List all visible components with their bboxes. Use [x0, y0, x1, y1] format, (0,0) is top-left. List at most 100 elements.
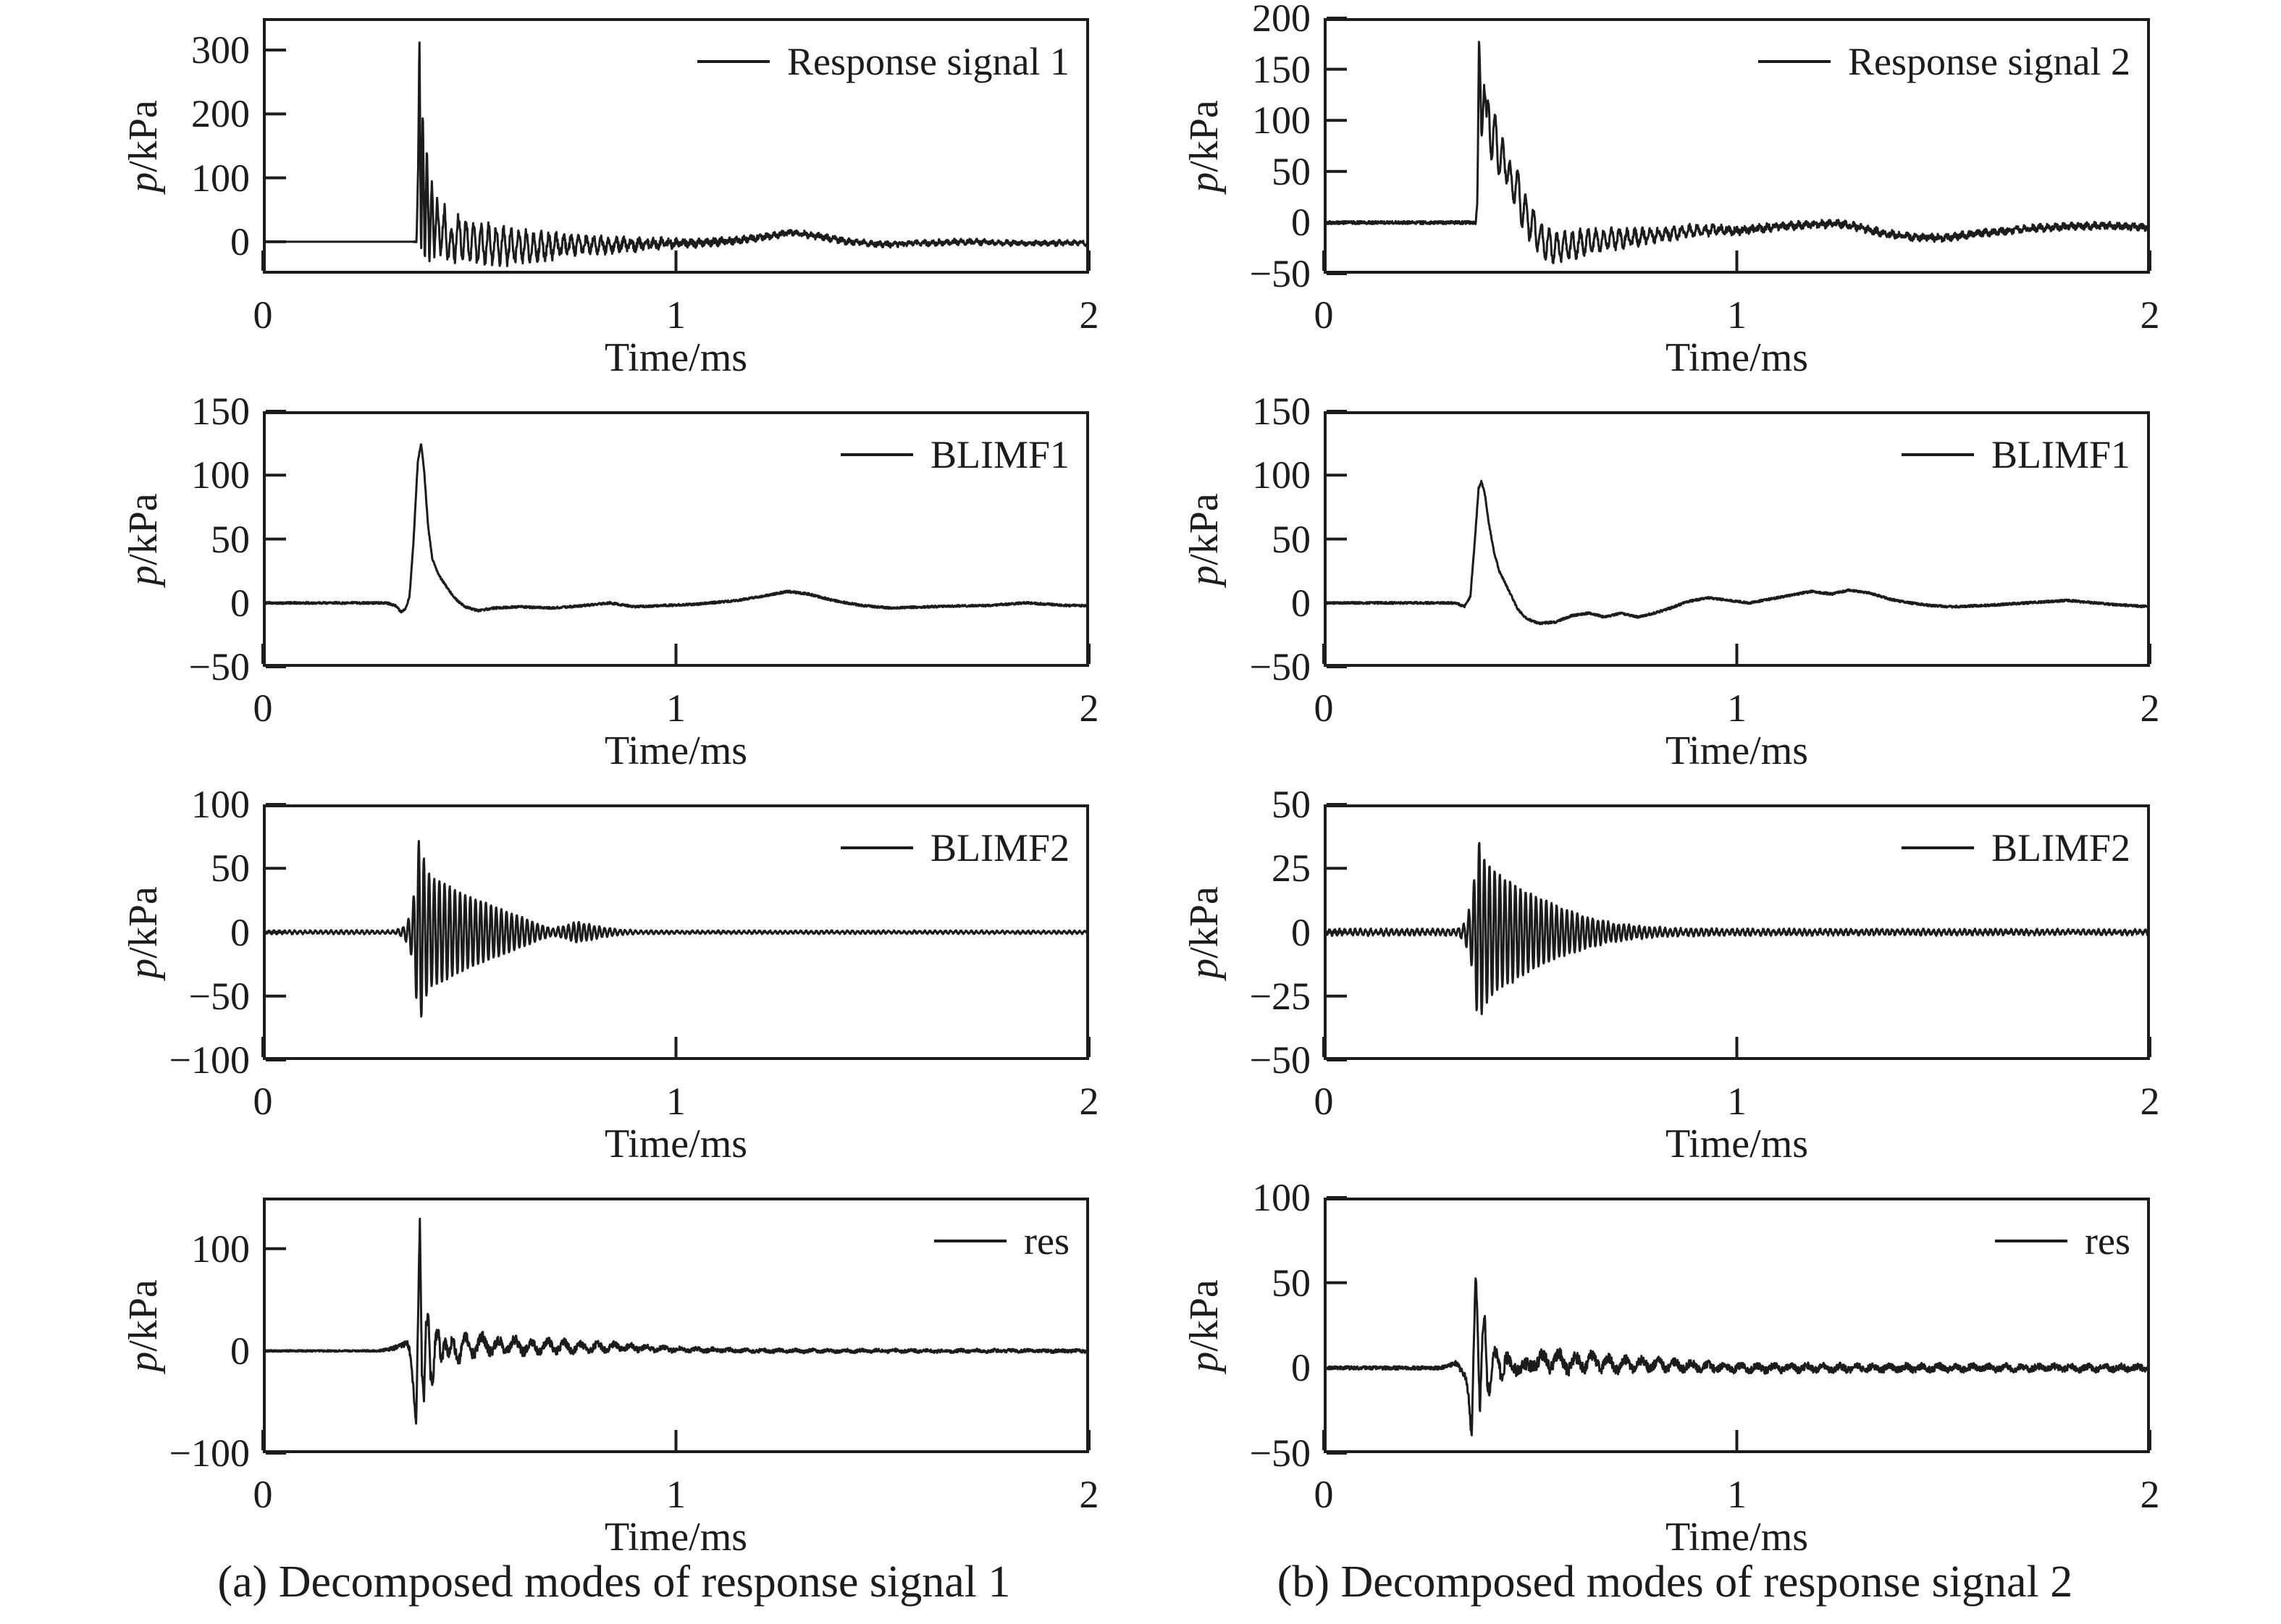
- legend-line-sample: [1901, 453, 1974, 456]
- legend-label: res: [1024, 1219, 1070, 1263]
- y-tick-label-b1: −50: [1249, 252, 1311, 295]
- signal-line-b2: [1327, 479, 2147, 626]
- x-axis-label-a4: Time/ms: [604, 1515, 748, 1560]
- x-tick-label-a4: 0: [253, 1473, 273, 1516]
- y-tick-label-b3: −25: [1249, 974, 1311, 1018]
- y-axis-label-unit: /kPa: [1182, 1279, 1227, 1352]
- plot-area-a2: [261, 410, 1091, 668]
- x-tick-label-b1: 0: [1314, 293, 1334, 337]
- y-axis-label-unit: /kPa: [121, 492, 166, 565]
- y-axis-label-unit: /kPa: [121, 885, 166, 959]
- y-axis-label-symbol: p: [121, 172, 166, 193]
- y-tick-label-a3: 100: [191, 783, 250, 826]
- y-axis-label-a1: p/kPa: [120, 100, 167, 193]
- y-tick-label-b4: 50: [1272, 1261, 1311, 1305]
- signal-line-a2: [266, 443, 1086, 614]
- y-tick-label-a4: −100: [169, 1431, 250, 1475]
- x-tick-label-b3: 0: [1314, 1080, 1334, 1123]
- x-axis-label-b4: Time/ms: [1665, 1515, 1809, 1560]
- y-tick-label-a1: 0: [230, 219, 250, 264]
- y-tick-label-a3: 0: [230, 910, 250, 954]
- x-tick-label-a3: 1: [666, 1080, 686, 1123]
- y-tick-label-b1: 150: [1252, 47, 1311, 91]
- x-tick-label-b4: 0: [1314, 1473, 1334, 1516]
- y-axis-label-symbol: p: [121, 1351, 166, 1372]
- x-tick-label-b3: 2: [2140, 1080, 2160, 1123]
- y-axis-label-symbol: p: [1182, 958, 1227, 979]
- y-axis-label-a2: p/kPa: [120, 493, 167, 586]
- y-tick-label-b3: 50: [1272, 783, 1311, 826]
- x-tick-label-b1: 2: [2140, 293, 2160, 337]
- y-tick-label-a3: −100: [169, 1038, 250, 1082]
- caption-a: (a) Decomposed modes of response signal …: [217, 1557, 1011, 1607]
- plot-area-b3: [1322, 803, 2151, 1061]
- x-tick-label-b2: 0: [1314, 686, 1334, 730]
- y-tick-label-a1: 200: [191, 92, 250, 136]
- signal-line-b4: [1327, 1277, 2147, 1436]
- plot-border: [1324, 411, 2150, 667]
- y-tick-label-a1: 100: [191, 156, 250, 200]
- y-axis-label-symbol: p: [121, 958, 166, 979]
- legend-a4: res: [934, 1219, 1070, 1263]
- legend-line-sample: [840, 846, 913, 849]
- x-tick-label-a1: 2: [1079, 293, 1099, 337]
- y-tick-label-a3: 50: [211, 846, 250, 891]
- y-tick-label-b4: 0: [1291, 1346, 1311, 1390]
- plot-area-b2: [1322, 410, 2151, 668]
- signal-line-a4: [266, 1217, 1086, 1425]
- x-axis-label-a3: Time/ms: [604, 1122, 748, 1166]
- x-tick-label-b3: 1: [1727, 1080, 1747, 1123]
- y-tick-label-b3: 25: [1272, 846, 1311, 891]
- signal-line-a1: [266, 41, 1086, 267]
- x-axis-label-b2: Time/ms: [1665, 728, 1809, 773]
- plot-border: [1324, 804, 2150, 1060]
- y-tick-label-b4: 100: [1252, 1176, 1311, 1219]
- plot-border: [1324, 1198, 2150, 1453]
- y-tick-label-b2: 0: [1291, 581, 1311, 625]
- x-tick-label-b2: 2: [2140, 686, 2160, 730]
- plot-area-b1: [1322, 17, 2151, 275]
- legend-label: res: [2085, 1219, 2130, 1263]
- legend-line-sample: [934, 1240, 1007, 1242]
- y-tick-label-a4: 100: [191, 1227, 250, 1271]
- x-axis-label-a1: Time/ms: [604, 335, 748, 380]
- x-tick-label-a2: 1: [666, 686, 686, 730]
- legend-label: BLIMF2: [1991, 826, 2130, 870]
- y-tick-label-b3: −50: [1249, 1038, 1311, 1082]
- y-tick-label-a1: 300: [191, 28, 250, 72]
- y-tick-label-a4: 0: [230, 1329, 250, 1373]
- y-axis-label-b4: p/kPa: [1181, 1279, 1227, 1372]
- y-axis-label-symbol: p: [121, 565, 166, 586]
- legend-label: Response signal 2: [1848, 40, 2130, 83]
- legend-line-sample: [1995, 1240, 2068, 1242]
- y-tick-label-b2: 50: [1272, 517, 1311, 561]
- y-axis-label-symbol: p: [1182, 1351, 1227, 1372]
- x-tick-label-a4: 1: [666, 1473, 686, 1516]
- signal-line-b1: [1327, 41, 2147, 264]
- y-axis-label-b2: p/kPa: [1181, 493, 1227, 586]
- plot-border: [263, 1198, 1089, 1453]
- legend-line-sample: [697, 60, 770, 63]
- y-axis-label-unit: /kPa: [1182, 492, 1227, 565]
- x-tick-label-a1: 1: [666, 293, 686, 337]
- legend-label: Response signal 1: [787, 40, 1070, 83]
- legend-a3: BLIMF2: [840, 825, 1070, 870]
- y-axis-label-a3: p/kPa: [120, 886, 167, 979]
- x-tick-label-b1: 1: [1727, 293, 1747, 337]
- y-tick-label-b3: 0: [1291, 910, 1311, 954]
- y-tick-label-b4: −50: [1249, 1431, 1311, 1475]
- caption-b: (b) Decomposed modes of response signal …: [1277, 1557, 2073, 1607]
- plot-border: [263, 804, 1089, 1060]
- y-tick-label-a2: −50: [188, 645, 250, 689]
- y-axis-label-unit: /kPa: [121, 1279, 166, 1352]
- x-tick-label-b4: 1: [1727, 1473, 1747, 1516]
- x-tick-label-a4: 2: [1079, 1473, 1099, 1516]
- plot-border: [1324, 18, 2150, 274]
- y-axis-label-unit: /kPa: [1182, 99, 1227, 172]
- x-axis-label-a2: Time/ms: [604, 728, 748, 773]
- legend-b3: BLIMF2: [1901, 825, 2130, 870]
- legend-b2: BLIMF1: [1901, 432, 2130, 477]
- plot-area-a4: [261, 1198, 1091, 1455]
- y-tick-label-a2: 0: [230, 581, 250, 625]
